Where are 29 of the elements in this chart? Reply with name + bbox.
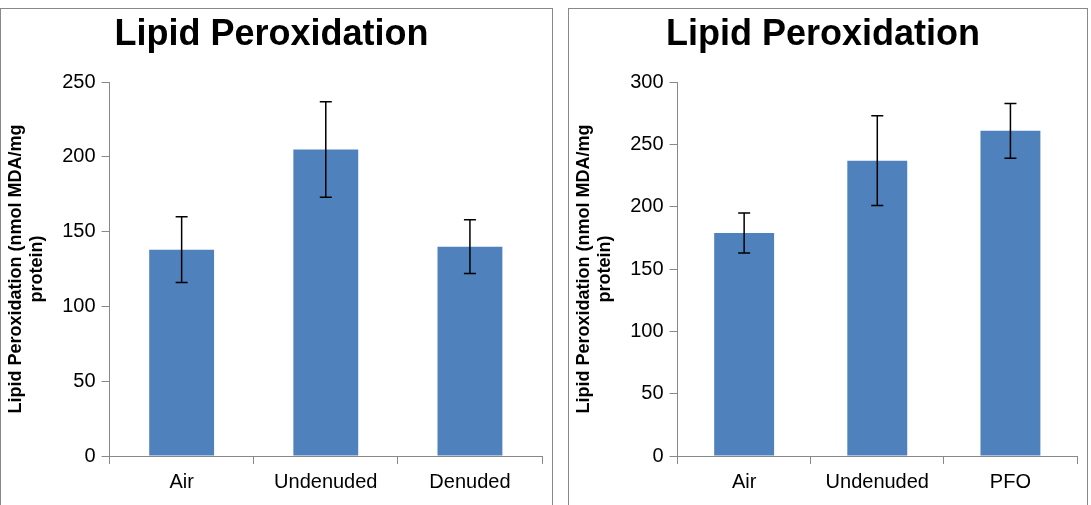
bar xyxy=(847,160,908,456)
chart-title: Lipid Peroxidation xyxy=(665,11,981,53)
x-tick-label: Denuded xyxy=(429,469,511,492)
y-axis-title: Lipid Peroxidation (nmol MDA/mg protein) xyxy=(4,124,47,414)
chart-title: Lipid Peroxidation xyxy=(114,11,429,53)
bar xyxy=(293,149,359,456)
bar xyxy=(980,130,1041,456)
x-tick-label: Undenuded xyxy=(274,469,378,492)
bar xyxy=(437,246,503,456)
bar xyxy=(714,232,775,456)
x-tick-label: Undenuded xyxy=(825,469,929,492)
y-tick-label: 0 xyxy=(84,443,96,466)
x-tick-label: PFO xyxy=(989,469,1031,492)
y-tick-label: 0 xyxy=(652,443,664,466)
y-tick-label: 300 xyxy=(630,69,664,92)
y-tick-label: 250 xyxy=(630,132,664,155)
y-tick-label: 150 xyxy=(62,219,96,242)
y-tick-label: 100 xyxy=(630,318,664,341)
y-tick-label: 200 xyxy=(630,194,664,217)
x-tick-label: Air xyxy=(169,469,195,492)
y-tick-label: 100 xyxy=(62,294,96,316)
x-tick-label: Air xyxy=(731,469,757,492)
bar xyxy=(149,249,215,456)
y-tick-label: 200 xyxy=(62,144,96,167)
y-tick-label: 50 xyxy=(641,381,664,404)
y-tick-label: 50 xyxy=(73,368,96,391)
y-tick-label: 250 xyxy=(62,69,96,92)
y-axis-title: Lipid Peroxidation (nmol MDA/mg protein) xyxy=(572,124,615,414)
y-tick-label: 150 xyxy=(630,256,664,279)
